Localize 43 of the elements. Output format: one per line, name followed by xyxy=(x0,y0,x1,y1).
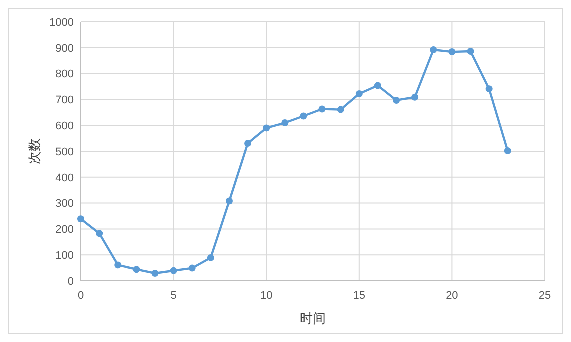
x-tick-label: 15 xyxy=(353,290,366,302)
point xyxy=(170,267,178,274)
y-tick-label: 100 xyxy=(56,250,74,262)
point xyxy=(244,140,252,147)
y-tick-label: 600 xyxy=(56,120,74,132)
point xyxy=(374,82,382,90)
y-tick-label: 700 xyxy=(56,94,74,107)
point xyxy=(96,230,104,238)
y-tick-label: 400 xyxy=(56,172,74,184)
x-tick-label: 10 xyxy=(260,290,273,302)
point xyxy=(448,48,456,56)
point xyxy=(152,270,159,277)
point xyxy=(318,106,326,113)
point xyxy=(467,48,474,56)
point xyxy=(356,90,363,98)
point xyxy=(114,262,122,269)
x-tick-label: 5 xyxy=(170,290,177,302)
y-tick-label: 900 xyxy=(56,42,74,55)
point xyxy=(486,86,493,93)
x-axis-title: 时间 xyxy=(300,311,326,326)
x-tick-label: 25 xyxy=(538,290,552,302)
point xyxy=(393,96,400,104)
point xyxy=(226,198,233,205)
point xyxy=(188,264,196,272)
y-axis-title: 次数 xyxy=(27,138,42,164)
y-tick-label: 500 xyxy=(56,146,74,158)
point xyxy=(282,120,289,127)
point xyxy=(300,112,308,120)
y-tick-label: 300 xyxy=(56,198,74,210)
x-tick-label: 0 xyxy=(78,290,84,302)
y-tick-label: 0 xyxy=(68,276,74,288)
point xyxy=(412,94,419,101)
y-tick-label: 200 xyxy=(56,224,74,236)
point xyxy=(504,147,512,154)
point xyxy=(78,216,84,223)
x-tick-label: 20 xyxy=(446,290,458,302)
point xyxy=(337,106,344,114)
point xyxy=(430,46,438,54)
point xyxy=(207,254,214,262)
y-tick-label: 800 xyxy=(56,68,74,81)
point xyxy=(133,266,140,274)
point xyxy=(263,124,270,132)
y-tick-label: 1000 xyxy=(50,16,74,29)
